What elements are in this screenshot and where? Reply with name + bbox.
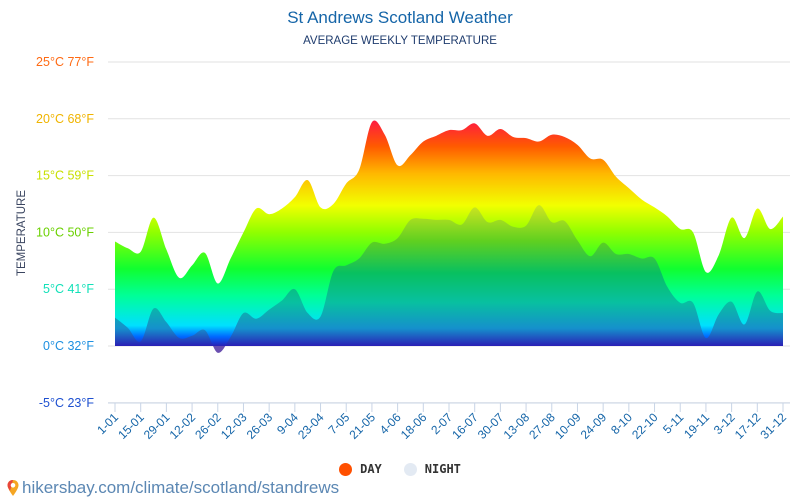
x-tick-label: 24-09	[578, 410, 610, 442]
x-tick-label: 18-06	[398, 410, 430, 442]
x-tick-label: 21-05	[346, 410, 378, 442]
chart-title: St Andrews Scotland Weather	[287, 8, 513, 27]
source-link[interactable]: hikersbay.com/climate/scotland/standrews	[6, 478, 339, 498]
night-area	[115, 205, 783, 346]
x-tick-label: 31-12	[758, 410, 790, 442]
map-pin-icon	[7, 480, 19, 496]
y-tick-label: 20°C 68°F	[36, 112, 94, 126]
x-tick-label: 16-07	[449, 410, 481, 442]
source-url: hikersbay.com/climate/scotland/standrews	[22, 478, 340, 497]
legend-item-day[interactable]: DAY	[339, 462, 382, 476]
legend-night-label: NIGHT	[424, 462, 461, 476]
x-tick-label: 10-09	[552, 410, 584, 442]
x-tick-label: 13-08	[501, 410, 533, 442]
x-tick-label: 19-11	[681, 410, 712, 441]
x-tick-label: 23-04	[295, 410, 327, 442]
x-tick-label: 17-12	[732, 410, 764, 442]
y-tick-label: 10°C 50°F	[36, 225, 94, 239]
legend-day-marker	[339, 462, 353, 476]
x-tick-label: 12-03	[218, 410, 250, 442]
chart-subtitle: AVERAGE WEEKLY TEMPERATURE	[303, 35, 497, 47]
legend-item-night[interactable]: NIGHT	[403, 462, 461, 476]
legend: DAY NIGHT	[0, 462, 800, 476]
chart-svg: 25°C 77°F 20°C 68°F 15°C 59°F 10°C 50°F 5°C …	[16, 55, 790, 442]
x-tick-label: 15-01	[115, 410, 147, 442]
y-tick-label: 5°C 41°F	[43, 282, 94, 296]
x-tick-label: 30-07	[475, 410, 507, 442]
x-tick-label: 26-03	[244, 410, 276, 442]
x-tick-label: 12-02	[167, 410, 199, 442]
legend-night-marker	[403, 462, 417, 476]
y-tick-label: 15°C 59°F	[36, 169, 94, 183]
y-tick-label: 0°C 32°F	[43, 339, 94, 353]
x-tick-label: 29-01	[141, 410, 173, 442]
y-axis-title: TEMPERATURE	[16, 190, 28, 276]
x-tick-label: 27-08	[526, 410, 558, 442]
y-tick-label: -5°C 23°F	[39, 396, 95, 410]
x-tick-label: 22-10	[629, 410, 661, 442]
x-tick-label: 26-02	[192, 410, 224, 442]
y-tick-label: 25°C 77°F	[36, 55, 94, 69]
legend-day-label: DAY	[360, 462, 382, 476]
